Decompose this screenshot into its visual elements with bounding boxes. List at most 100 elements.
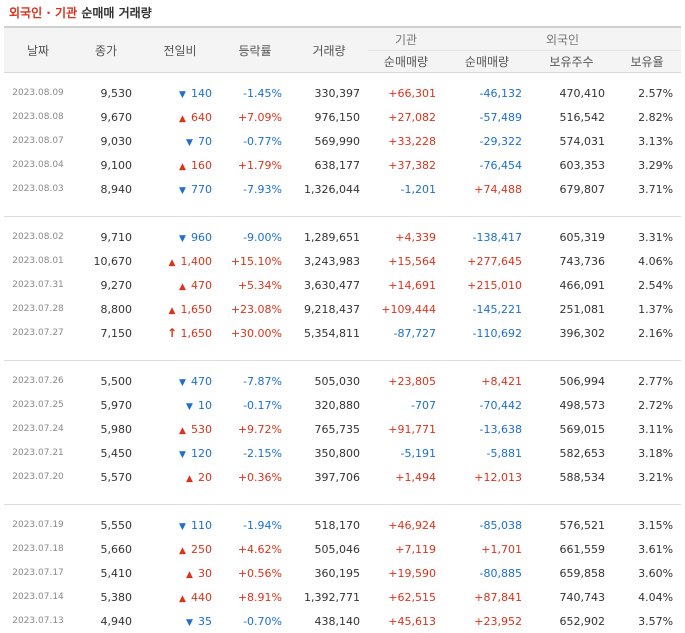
prev-diff-value: 470 — [191, 279, 212, 292]
cell-date: 2023.08.02 — [4, 225, 72, 249]
cell-close: 5,410 — [72, 561, 140, 585]
header-change-rate: 등락률 — [220, 27, 290, 73]
cell-foreign-holdings: 679,807 — [530, 177, 613, 201]
cell-prev-diff: ▲1,650 — [140, 297, 220, 321]
cell-date: 2023.07.27 — [4, 321, 72, 345]
cell-date: 2023.07.18 — [4, 537, 72, 561]
cell-institution-net: +14,691 — [368, 273, 444, 297]
cell-institution-net: +7,119 — [368, 537, 444, 561]
cell-volume: 330,397 — [290, 81, 368, 105]
cell-close: 9,670 — [72, 105, 140, 129]
cell-change-rate: -1.94% — [220, 513, 290, 537]
cell-foreign-holdings: 569,015 — [530, 417, 613, 441]
cell-foreign-holdings: 603,353 — [530, 153, 613, 177]
cell-foreign-net: -80,885 — [444, 561, 530, 585]
cell-foreign-net: -5,881 — [444, 441, 530, 465]
cell-foreign-net: +277,645 — [444, 249, 530, 273]
cell-volume: 1,289,651 — [290, 225, 368, 249]
group-spacer — [4, 505, 681, 514]
cell-foreign-holdings: 506,994 — [530, 369, 613, 393]
prev-diff-value: 120 — [191, 447, 212, 460]
cell-date: 2023.08.04 — [4, 153, 72, 177]
cell-institution-net: +37,382 — [368, 153, 444, 177]
cell-foreign-net: +1,701 — [444, 537, 530, 561]
cell-close: 9,030 — [72, 129, 140, 153]
triangle-down-icon: ▼ — [183, 618, 196, 628]
cell-change-rate: -7.87% — [220, 369, 290, 393]
cell-foreign-ratio: 3.21% — [613, 465, 681, 489]
group-spacer — [4, 217, 681, 226]
triangle-up-icon: ▲ — [176, 282, 189, 292]
cell-institution-net: +109,444 — [368, 297, 444, 321]
triangle-down-icon: ▼ — [176, 522, 189, 532]
cell-close: 10,670 — [72, 249, 140, 273]
cell-institution-net: -707 — [368, 393, 444, 417]
cell-foreign-holdings: 588,534 — [530, 465, 613, 489]
cell-prev-diff: ▲1,400 — [140, 249, 220, 273]
cell-close: 9,270 — [72, 273, 140, 297]
cell-institution-net: +91,771 — [368, 417, 444, 441]
cell-prev-diff: ▼120 — [140, 441, 220, 465]
cell-prev-diff: ▲20 — [140, 465, 220, 489]
cell-foreign-ratio: 3.60% — [613, 561, 681, 585]
cell-institution-net: +4,339 — [368, 225, 444, 249]
cell-close: 9,530 — [72, 81, 140, 105]
prev-diff-value: 770 — [191, 183, 212, 196]
cell-institution-net: +27,082 — [368, 105, 444, 129]
prev-diff-value: 30 — [198, 567, 212, 580]
cell-institution-net: +15,564 — [368, 249, 444, 273]
cell-foreign-net: -13,638 — [444, 417, 530, 441]
cell-foreign-net: -29,322 — [444, 129, 530, 153]
cell-volume: 397,706 — [290, 465, 368, 489]
cell-close: 4,940 — [72, 609, 140, 633]
prev-diff-value: 960 — [191, 231, 212, 244]
prev-diff-value: 250 — [191, 543, 212, 556]
cell-prev-diff: ▼960 — [140, 225, 220, 249]
cell-date: 2023.07.19 — [4, 513, 72, 537]
cell-prev-diff: ▼140 — [140, 81, 220, 105]
cell-date: 2023.07.13 — [4, 609, 72, 633]
cell-prev-diff: ▲30 — [140, 561, 220, 585]
cell-date: 2023.07.28 — [4, 297, 72, 321]
cell-institution-net: +46,924 — [368, 513, 444, 537]
cell-date: 2023.07.24 — [4, 417, 72, 441]
cell-volume: 976,150 — [290, 105, 368, 129]
cell-date: 2023.07.31 — [4, 273, 72, 297]
group-divider — [4, 489, 681, 505]
cell-foreign-ratio: 3.61% — [613, 537, 681, 561]
cell-volume: 360,195 — [290, 561, 368, 585]
cell-foreign-net: -57,489 — [444, 105, 530, 129]
cell-prev-diff: ↑1,650 — [140, 321, 220, 345]
cell-date: 2023.07.21 — [4, 441, 72, 465]
prev-diff-value: 640 — [191, 111, 212, 124]
cell-volume: 569,990 — [290, 129, 368, 153]
cell-institution-net: +33,228 — [368, 129, 444, 153]
cell-prev-diff: ▲160 — [140, 153, 220, 177]
triangle-down-icon: ▼ — [176, 450, 189, 460]
cell-foreign-net: -110,692 — [444, 321, 530, 345]
cell-change-rate: +23.08% — [220, 297, 290, 321]
cell-prev-diff: ▼70 — [140, 129, 220, 153]
cell-date: 2023.08.03 — [4, 177, 72, 201]
cell-change-rate: +0.36% — [220, 465, 290, 489]
cell-institution-net: +23,805 — [368, 369, 444, 393]
cell-close: 8,940 — [72, 177, 140, 201]
cell-foreign-holdings: 652,902 — [530, 609, 613, 633]
cell-foreign-ratio: 2.16% — [613, 321, 681, 345]
cell-foreign-net: -145,221 — [444, 297, 530, 321]
cell-change-rate: +1.79% — [220, 153, 290, 177]
cell-date: 2023.08.01 — [4, 249, 72, 273]
cell-volume: 3,243,983 — [290, 249, 368, 273]
cell-foreign-holdings: 466,091 — [530, 273, 613, 297]
cell-foreign-net: -76,454 — [444, 153, 530, 177]
cell-foreign-ratio: 3.18% — [613, 441, 681, 465]
upper-limit-arrow-icon: ↑ — [166, 326, 179, 340]
